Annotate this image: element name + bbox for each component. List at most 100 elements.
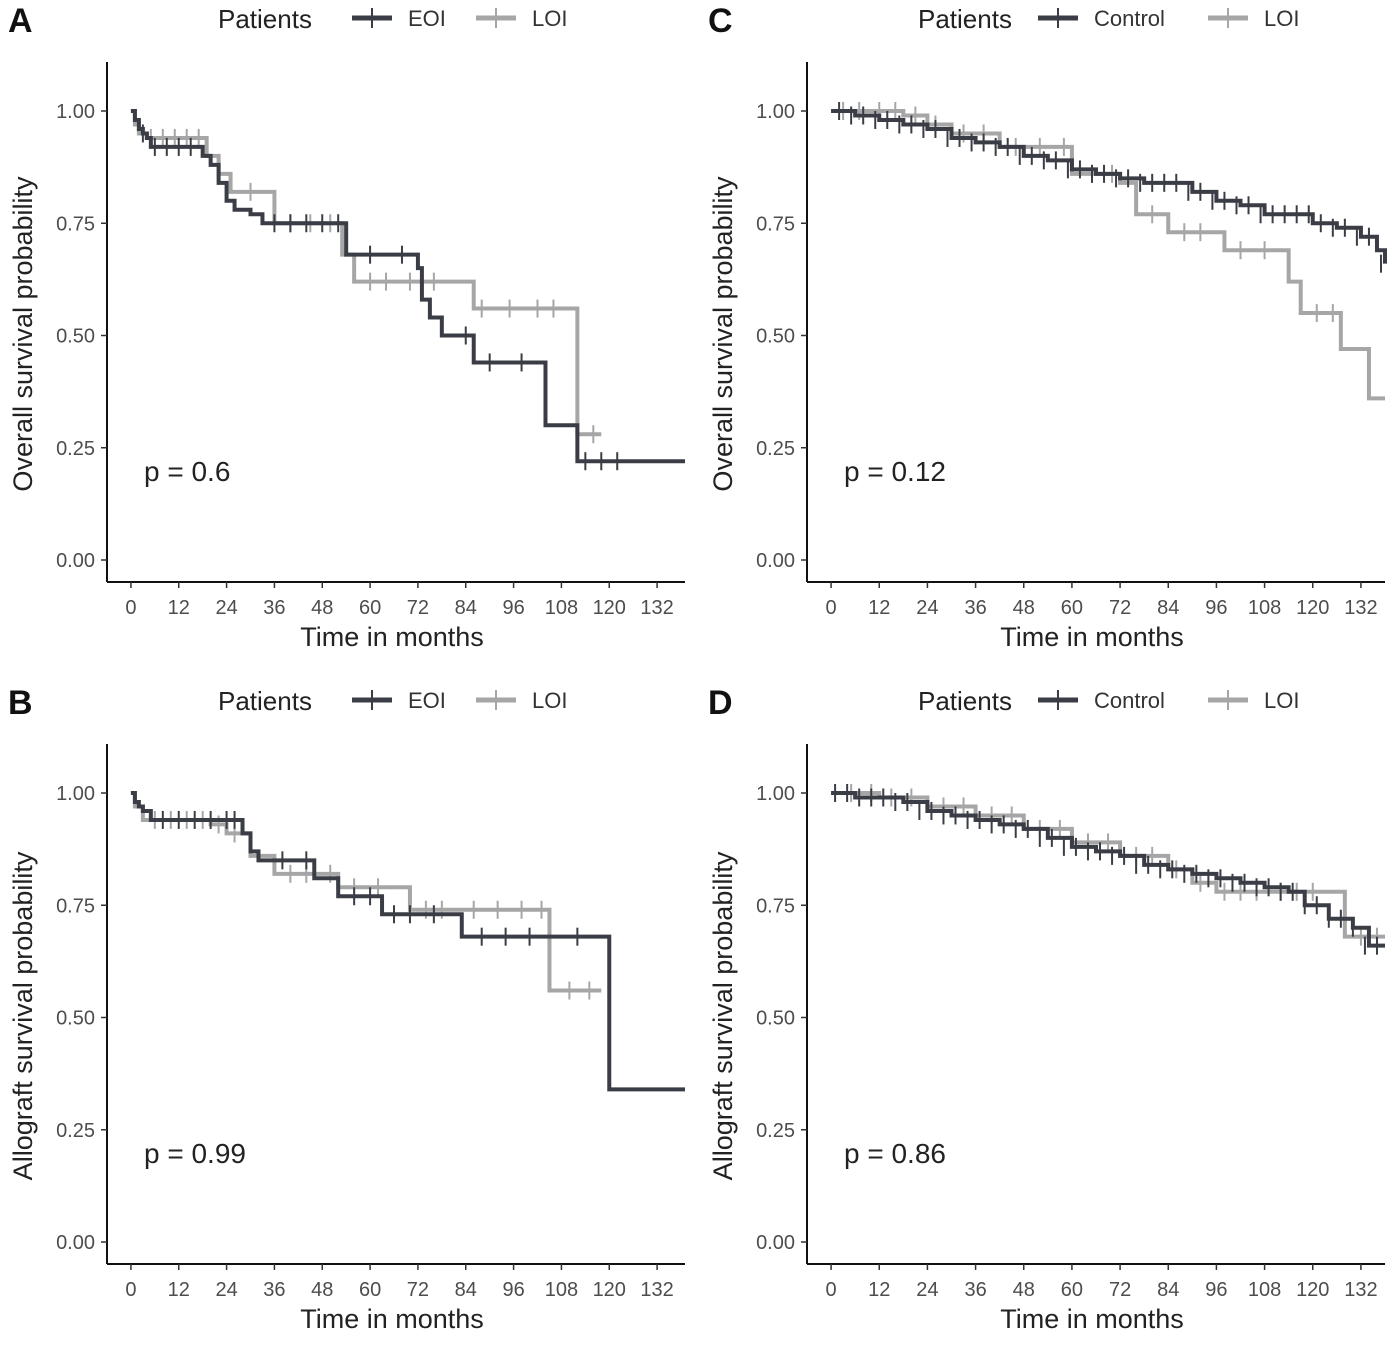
y-tick-label: 0.25 <box>756 438 795 460</box>
legend-title: Patients <box>918 686 1012 716</box>
legend-label-eoi: EOI <box>408 6 446 31</box>
x-tick-label: 72 <box>407 597 429 619</box>
series-eoi <box>130 109 685 471</box>
x-tick-label: 36 <box>263 597 285 619</box>
x-axis-title: Time in months <box>1000 1304 1184 1334</box>
x-tick-label: 84 <box>1157 597 1179 619</box>
x-tick-label: 96 <box>502 597 524 619</box>
x-axis-title: Time in months <box>1000 622 1184 652</box>
x-tick-label: 84 <box>1157 1279 1179 1301</box>
x-axis-title: Time in months <box>300 622 484 652</box>
x-tick-label: 84 <box>455 1279 477 1301</box>
x-tick-label: 0 <box>125 1279 136 1301</box>
y-tick-label: 0.50 <box>56 1008 95 1030</box>
x-tick-label: 108 <box>1248 1279 1281 1301</box>
x-tick-label: 120 <box>1296 1279 1329 1301</box>
p-value-label: p = 0.12 <box>844 456 946 487</box>
legend-label-control: Control <box>1094 688 1165 713</box>
x-tick-label: 108 <box>545 1279 578 1301</box>
x-tick-label: 12 <box>868 597 890 619</box>
x-tick-label: 60 <box>1061 597 1083 619</box>
legend: Patients EOI LOI <box>218 686 567 716</box>
x-tick-label: 84 <box>455 597 477 619</box>
series-eoi <box>130 791 685 1092</box>
legend-title: Patients <box>218 686 312 716</box>
y-tick-label: 0.25 <box>56 1120 95 1142</box>
survival-curve-control <box>831 109 1387 264</box>
survival-curve-loi <box>130 791 602 993</box>
y-axis-title: Overall survival probability <box>708 176 738 492</box>
x-tick-label: 60 <box>1061 1279 1083 1301</box>
legend-title: Patients <box>918 4 1012 34</box>
legend-label-loi: LOI <box>532 688 567 713</box>
legend-label-loi: LOI <box>1264 688 1299 713</box>
x-tick-label: 108 <box>1248 597 1281 619</box>
x-tick-label: 132 <box>640 597 673 619</box>
x-tick-label: 96 <box>1205 1279 1227 1301</box>
x-axis-title: Time in months <box>300 1304 484 1334</box>
p-value-label: p = 0.6 <box>144 456 230 487</box>
y-tick-label: 0.75 <box>756 895 795 917</box>
x-tick-label: 120 <box>593 1279 626 1301</box>
x-tick-label: 108 <box>545 597 578 619</box>
km-chart-d: D Patients Control LOI 0.00 0.25 0.50 0.75 1.00 0… <box>708 684 1385 1334</box>
x-tick-label: 0 <box>125 597 136 619</box>
x-tick-label: 0 <box>826 1279 837 1301</box>
y-tick-label: 1.00 <box>756 101 795 123</box>
p-value-label: p = 0.99 <box>144 1138 246 1169</box>
y-tick-label: 1.00 <box>56 101 95 123</box>
x-tick-label: 72 <box>1109 1279 1131 1301</box>
series-control <box>831 784 1385 955</box>
panel-c: C Patients Control LOI 0.00 0.25 0.50 0.75 1.00 0… <box>700 0 1400 680</box>
legend-label-eoi: EOI <box>408 688 446 713</box>
km-chart-b: B Patients EOI LOI 0.00 0.25 0.50 0.75 1.00 0 12 24… <box>8 684 685 1334</box>
x-tick-label: 48 <box>1013 1279 1035 1301</box>
p-value-label: p = 0.86 <box>844 1138 946 1169</box>
y-axis-title: Allograft survival probability <box>8 851 38 1180</box>
survival-curve-loi <box>831 791 1385 939</box>
x-tick-label: 12 <box>168 1279 190 1301</box>
x-tick-label: 36 <box>964 597 986 619</box>
panel-letter: C <box>708 2 733 40</box>
legend-title: Patients <box>218 4 312 34</box>
survival-curve-eoi <box>130 109 685 464</box>
km-chart-a: A Patients EOI LOI 0.00 0.25 0.50 0.75 1.00 0 12 24… <box>8 2 685 652</box>
y-tick-label: 0.00 <box>56 1232 95 1254</box>
x-tick-label: 36 <box>964 1279 986 1301</box>
x-tick-label: 48 <box>311 597 333 619</box>
legend: Patients Control LOI <box>918 686 1299 716</box>
x-tick-label: 24 <box>916 597 938 619</box>
legend-label-control: Control <box>1094 6 1165 31</box>
survival-curve-loi <box>831 109 1385 401</box>
x-tick-label: 60 <box>359 597 381 619</box>
series-loi <box>831 102 1385 401</box>
survival-curve-loi <box>130 109 602 437</box>
x-tick-label: 132 <box>640 1279 673 1301</box>
y-tick-label: 0.00 <box>56 550 95 572</box>
series-loi <box>130 109 602 444</box>
x-tick-label: 132 <box>1344 1279 1377 1301</box>
y-tick-label: 0.00 <box>756 1232 795 1254</box>
y-tick-label: 0.50 <box>56 326 95 348</box>
x-tick-label: 48 <box>311 1279 333 1301</box>
legend: Patients EOI LOI <box>218 4 567 34</box>
panel-d: D Patients Control LOI 0.00 0.25 0.50 0.75 1.00 0… <box>700 682 1400 1362</box>
series-loi <box>831 784 1385 946</box>
x-tick-label: 24 <box>916 1279 938 1301</box>
series-control <box>831 102 1387 273</box>
x-tick-label: 36 <box>263 1279 285 1301</box>
x-tick-label: 132 <box>1344 597 1377 619</box>
x-tick-label: 120 <box>593 597 626 619</box>
y-tick-label: 0.00 <box>756 550 795 572</box>
panel-letter: A <box>8 2 33 40</box>
y-tick-label: 0.75 <box>56 213 95 235</box>
y-tick-label: 1.00 <box>56 783 95 805</box>
x-tick-label: 60 <box>359 1279 381 1301</box>
x-tick-label: 120 <box>1296 597 1329 619</box>
km-chart-c: C Patients Control LOI 0.00 0.25 0.50 0.75 1.00 0… <box>708 2 1387 652</box>
y-tick-label: 0.25 <box>56 438 95 460</box>
x-tick-label: 0 <box>826 597 837 619</box>
x-tick-label: 24 <box>215 1279 237 1301</box>
y-tick-label: 0.50 <box>756 326 795 348</box>
x-tick-label: 96 <box>1205 597 1227 619</box>
